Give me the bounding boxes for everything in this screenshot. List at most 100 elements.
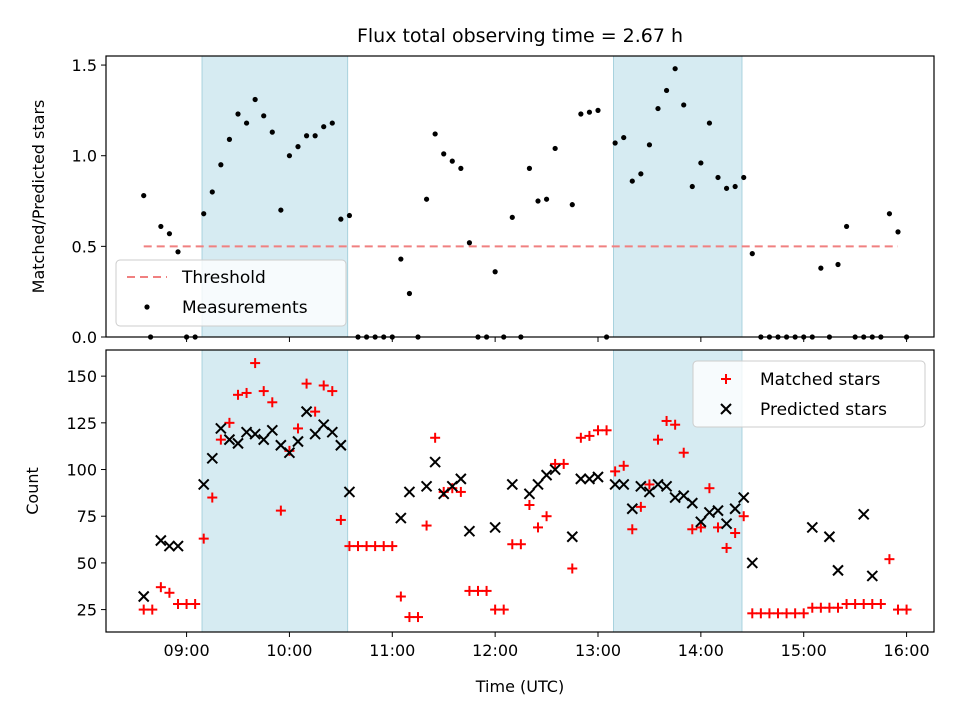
x-tick-label: 14:00 [678, 641, 724, 660]
measurement-point [621, 134, 627, 141]
measurement-point [432, 131, 438, 137]
measurement-point [552, 145, 558, 152]
measurement-point [441, 151, 447, 157]
matched-stars-point [824, 602, 835, 613]
matched-stars-point [567, 563, 578, 574]
matched-stars-point [335, 514, 346, 525]
matched-stars-point [601, 425, 612, 436]
matched-stars-point [755, 608, 766, 619]
predicted-stars-point [532, 478, 544, 491]
matched-stars-point [293, 423, 303, 434]
matched-stars-point [713, 522, 723, 533]
top-y-axis-label: Matched/Predicted stars [29, 100, 48, 294]
top-legend: Threshold Measurements [115, 259, 347, 327]
bottom-plot-frame [105, 349, 935, 633]
matched-stars-point [344, 541, 355, 552]
matched-stars-point [190, 598, 201, 609]
measurement-point [312, 133, 318, 139]
matched-stars-point [841, 598, 852, 609]
x-tick-label: 16:00 [884, 641, 930, 660]
matched-stars-point [233, 389, 243, 400]
predicted-stars-point [549, 463, 561, 476]
matched-stars-point [644, 479, 655, 490]
matched-stars-point [438, 486, 449, 497]
predicted-stars-point [292, 435, 304, 448]
measurement-point [638, 171, 644, 177]
measurement-point [303, 133, 310, 139]
top-highlight-band-2 [613, 55, 743, 338]
matched-stars-point [773, 608, 783, 619]
matched-stars-point [318, 380, 329, 391]
predicted-stars-point [138, 590, 150, 603]
top-y-tick-label: 0.0 [72, 328, 97, 347]
measurement-point [612, 140, 618, 146]
predicted-stars-point [403, 486, 416, 498]
predicted-stars-point [163, 540, 176, 552]
predicted-stars-point [652, 478, 664, 491]
matched-stars-point [815, 602, 826, 613]
predicted-stars-point [618, 478, 630, 491]
matched-stars-point [635, 501, 646, 512]
predicted-stars-point [232, 437, 244, 450]
predicted-stars-point [309, 428, 321, 440]
legend-box [692, 360, 926, 428]
legend-predicted-swatch [720, 403, 732, 415]
measurement-point [706, 120, 713, 126]
x-tick-label: 12:00 [472, 641, 518, 660]
predicted-stars-point [249, 428, 261, 440]
matched-stars-point [524, 500, 535, 511]
measurement-point [226, 136, 233, 142]
predicted-stars-point [858, 508, 870, 521]
predicted-stars-point [455, 473, 467, 485]
measurement-point [835, 261, 841, 268]
measurement-point [663, 87, 670, 94]
legend-box [115, 259, 347, 327]
measurement-point [749, 251, 755, 257]
matched-stars-point [687, 524, 698, 535]
matched-stars-point [173, 598, 183, 609]
measurement-point [886, 211, 893, 217]
matched-stars-point [618, 460, 629, 471]
measurement-point [261, 113, 267, 119]
matched-stars-point [858, 598, 869, 609]
measurement-point [629, 178, 635, 184]
matched-stars-point [653, 434, 663, 445]
measurement-point [175, 249, 181, 255]
matched-stars-point [284, 445, 295, 456]
measurement-point [338, 216, 344, 222]
bottom-y-tick-label: 125 [66, 414, 97, 433]
matched-stars-point [610, 466, 621, 477]
measurement-point [681, 102, 687, 108]
predicted-stars-point [343, 486, 356, 498]
predicted-stars-point [523, 488, 536, 500]
measurement-point [158, 223, 164, 230]
matched-stars-point [704, 483, 715, 494]
bottom-y-tick-label: 50 [77, 554, 97, 573]
legend-measurements-swatch [144, 304, 150, 310]
measurement-point [895, 229, 901, 235]
predicted-stars-point [206, 452, 218, 465]
measurement-point [458, 165, 464, 171]
x-tick-label: 10:00 [266, 641, 312, 660]
predicted-stars-point [489, 521, 501, 534]
predicted-stars-point [823, 531, 836, 543]
measurement-point [698, 160, 704, 166]
matched-stars-point [833, 602, 843, 613]
predicted-stars-point [266, 424, 278, 437]
top-plot-frame [105, 55, 935, 338]
matched-stars-point [164, 587, 175, 598]
measurement-point [321, 124, 327, 130]
top-y-tick-label: 1.0 [72, 147, 97, 166]
matched-stars-point [250, 358, 261, 369]
measurement-point [286, 153, 293, 159]
predicted-stars-point [592, 471, 604, 483]
measurement-point [423, 196, 430, 202]
legend-predicted-label: Predicted stars [760, 400, 887, 420]
matched-stars-point [533, 522, 543, 533]
bottom-y-tick-label: 75 [77, 507, 97, 526]
top-y-tick-label: 0.5 [72, 237, 97, 256]
predicted-stars-point [283, 447, 296, 459]
matched-stars-point [550, 458, 561, 469]
matched-stars-point [353, 541, 363, 552]
